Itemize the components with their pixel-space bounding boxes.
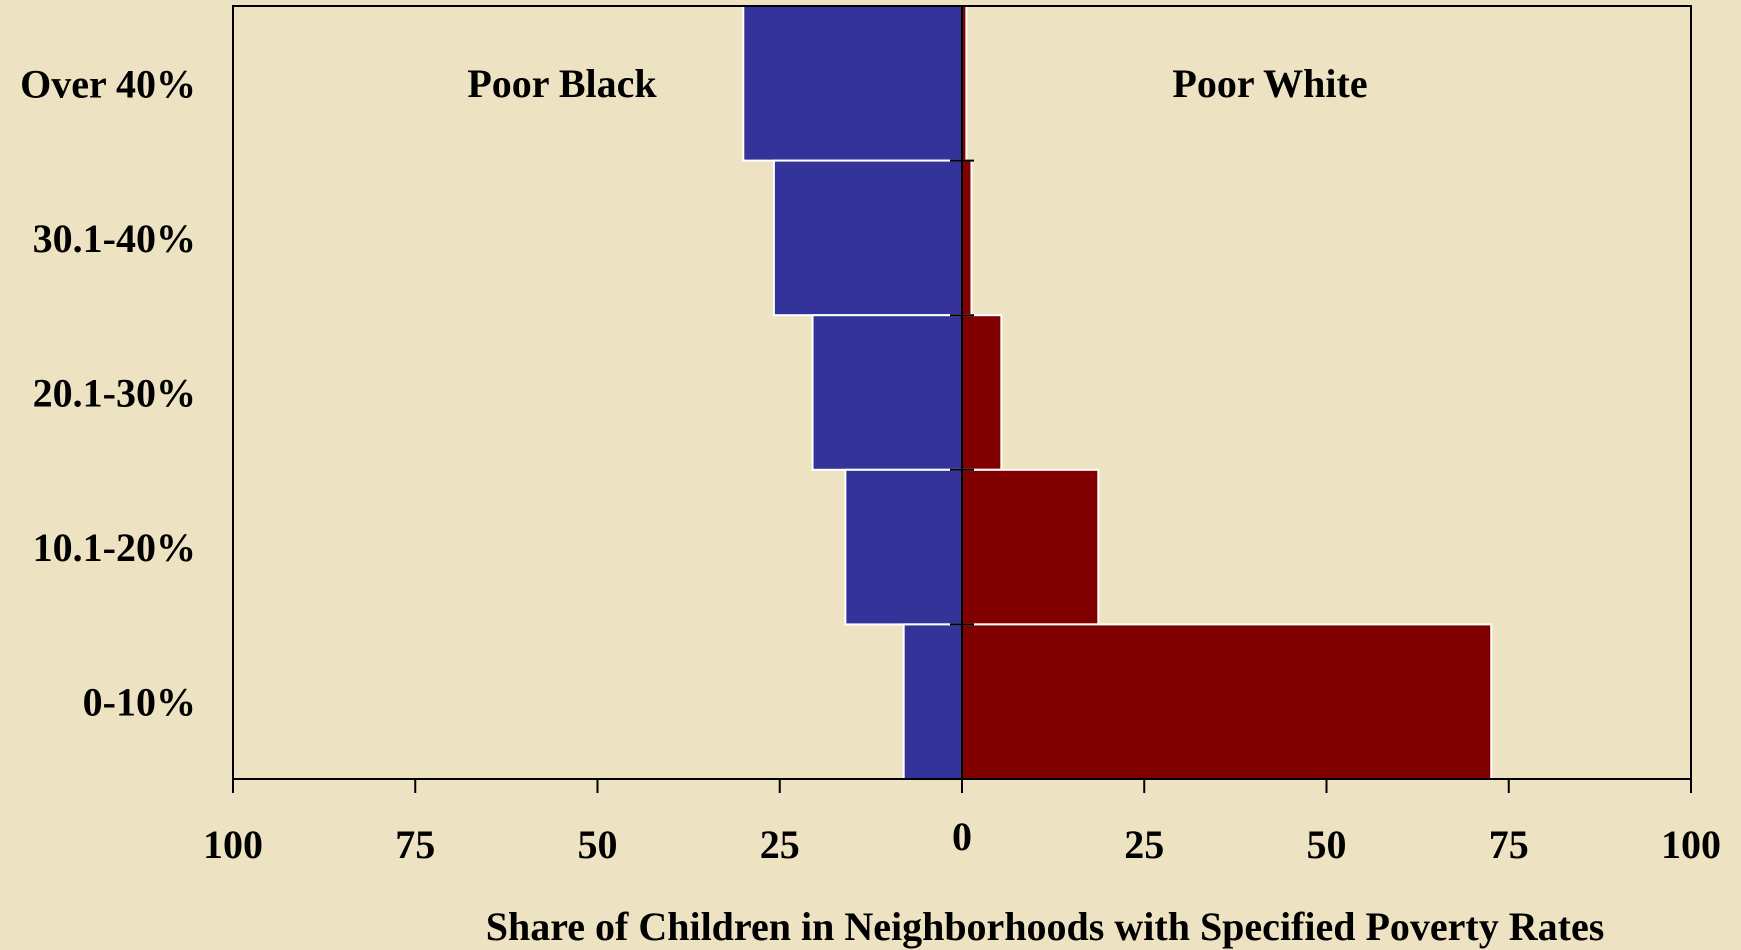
x-ticks-layer: 100 75 50 25 0 25 50 75 100 <box>203 779 1721 867</box>
x-tick-label: 50 <box>1307 822 1347 867</box>
y-tick-label: 20.1-30% <box>33 371 196 416</box>
x-tick-label: 25 <box>760 822 800 867</box>
bars-layer <box>742 5 1493 781</box>
x-tick-label: 100 <box>1661 822 1721 867</box>
x-tick-label: 0 <box>952 814 972 859</box>
y-tick-label: 0-10% <box>83 680 196 725</box>
bar-poor-white-0-10 <box>961 623 1493 781</box>
x-tick-label: 100 <box>203 822 263 867</box>
bar-poor-white-30-1-40 <box>961 159 973 317</box>
y-tick-label: 30.1-40% <box>33 216 196 261</box>
bar-poor-white-20-1-30 <box>961 314 1003 471</box>
bar-poor-black-30-1-40 <box>772 159 964 317</box>
x-tick-label: 25 <box>1124 822 1164 867</box>
x-tick-label: 75 <box>1489 822 1529 867</box>
bar-poor-black-20-1-30 <box>811 314 963 471</box>
bar-poor-white-10-1-20 <box>961 468 1100 626</box>
x-tick-label: 50 <box>578 822 618 867</box>
y-tick-label: 10.1-20% <box>33 525 196 570</box>
bar-poor-black-10-1-20 <box>844 468 963 626</box>
x-tick-label: 75 <box>395 822 435 867</box>
y-category-labels: Over 40% 30.1-40% 20.1-30% 10.1-20% 0-10% <box>20 61 196 724</box>
bar-poor-black-0-10 <box>902 623 963 781</box>
bar-poor-black-over-40 <box>742 5 963 162</box>
x-axis-title: Share of Children in Neighborhoods with … <box>486 904 1605 949</box>
series-label-poor-black: Poor Black <box>467 61 657 106</box>
y-tick-label: Over 40% <box>20 61 196 106</box>
series-label-poor-white: Poor White <box>1172 61 1367 106</box>
